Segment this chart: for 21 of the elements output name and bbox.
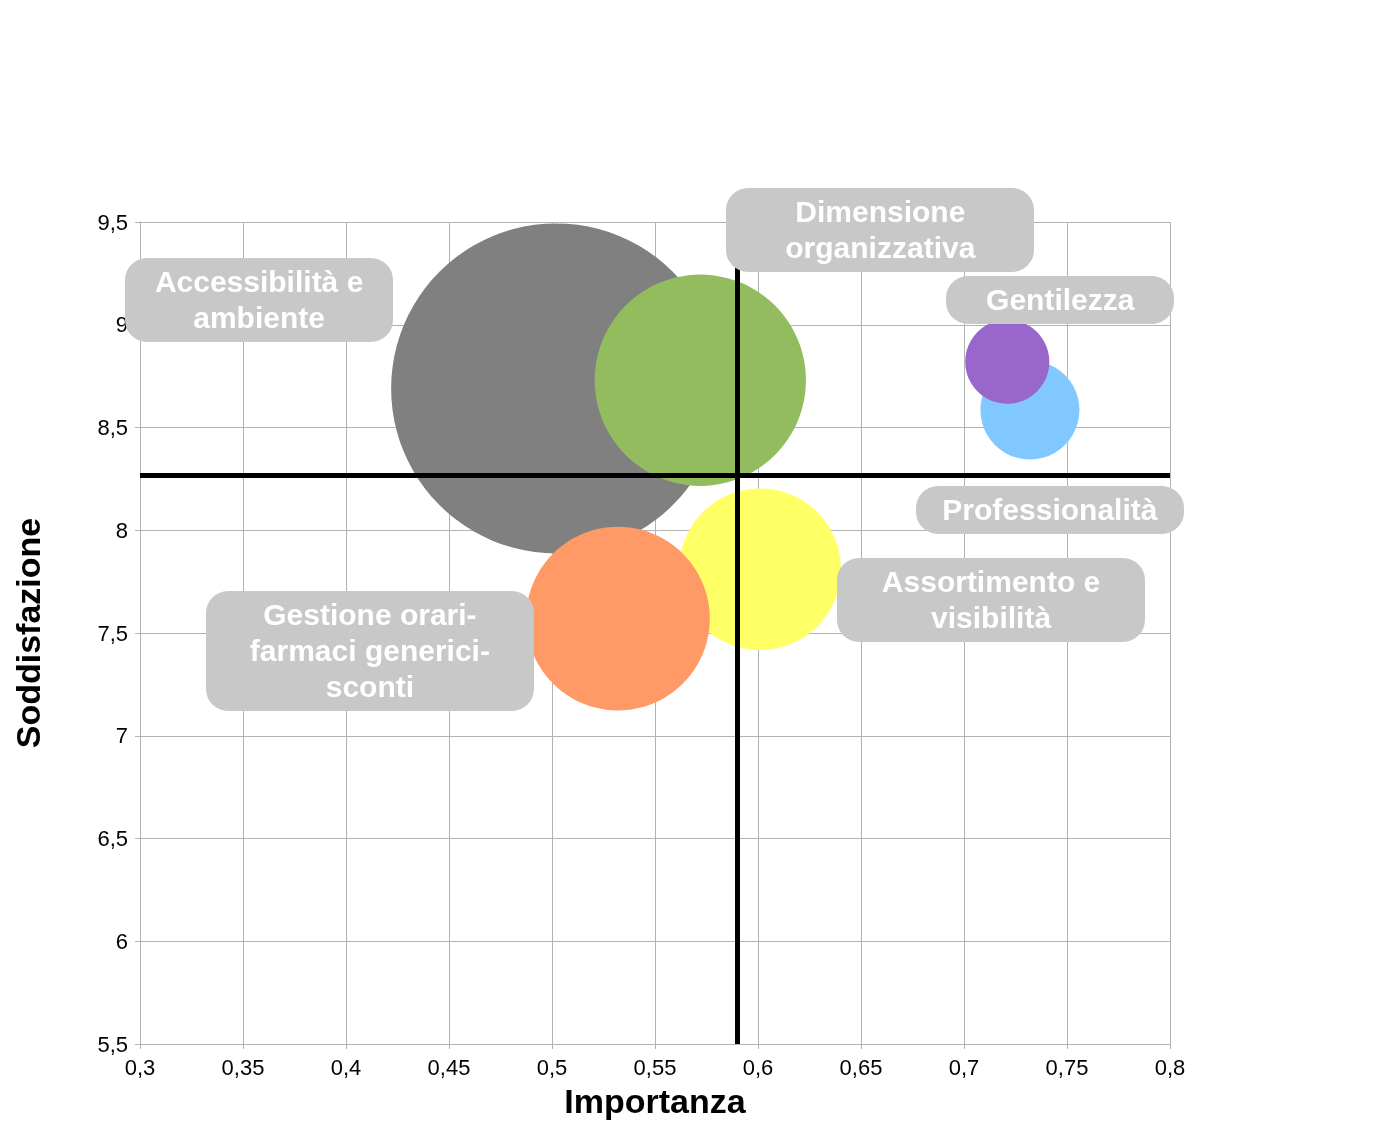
y-tick-label: 6,5: [97, 826, 128, 851]
x-tick-label: 0,55: [633, 1054, 677, 1080]
y-axis-title: Soddisfazione: [9, 517, 47, 749]
y-tick-label: 6: [115, 928, 128, 954]
y-tick-label: 8,5: [97, 415, 128, 440]
x-tick-label: 0,4: [330, 1054, 362, 1080]
y-tick-label: 5,5: [97, 1031, 128, 1057]
y-tick-label: 9,5: [97, 209, 128, 235]
x-tick-label: 0,8: [1154, 1054, 1186, 1080]
y-tick-label: 8: [115, 517, 128, 543]
x-axis-title: Importanza: [564, 1082, 747, 1120]
x-tick-label: 0,6: [742, 1054, 774, 1080]
x-tick-label: 0,5: [536, 1054, 568, 1080]
x-tick-label: 0,7: [948, 1054, 980, 1080]
y-tick-label: 7: [115, 723, 128, 749]
x-tick-label: 0,35: [221, 1054, 265, 1080]
y-tick-label: 7,5: [97, 620, 128, 646]
x-tick-label: 0,45: [427, 1054, 471, 1080]
x-tick-label: 0,75: [1045, 1054, 1089, 1080]
x-tick-label: 0,3: [124, 1054, 156, 1080]
x-tick-label: 0,65: [839, 1054, 883, 1080]
